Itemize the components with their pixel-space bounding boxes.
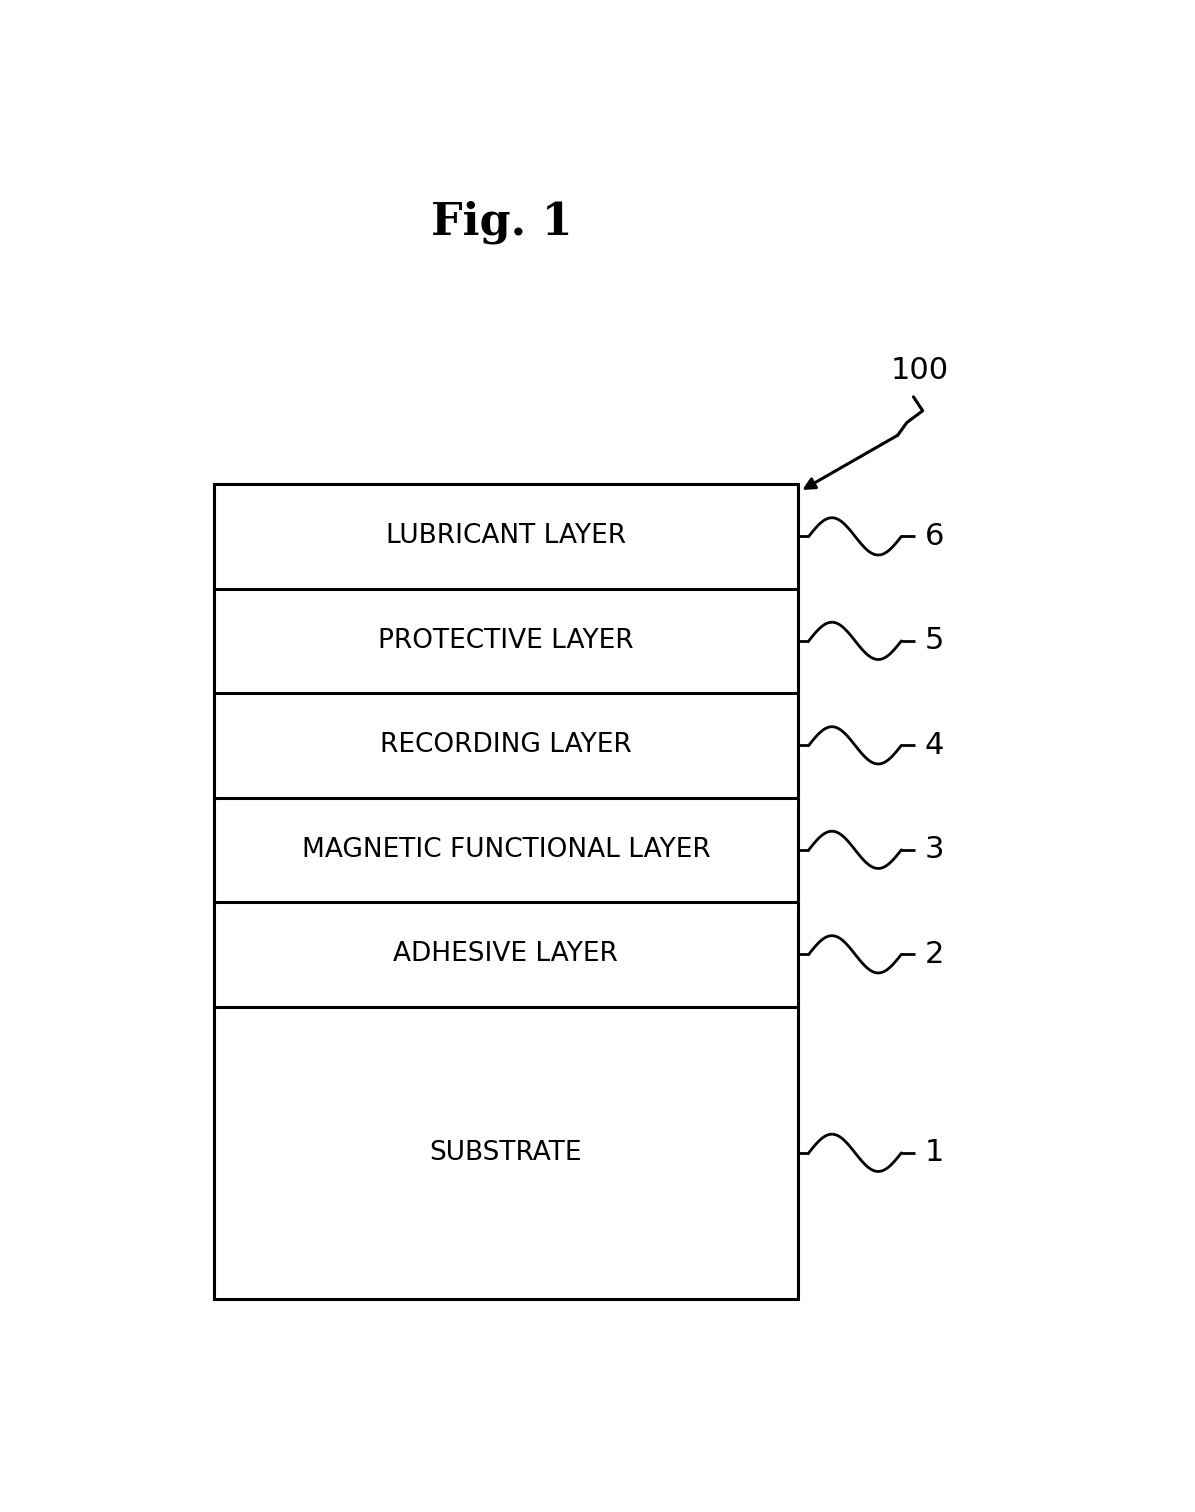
Bar [214, 484, 797, 1299]
Text: 2: 2 [925, 940, 944, 969]
Text: PROTECTIVE LAYER: PROTECTIVE LAYER [378, 627, 633, 653]
Text: MAGNETIC FUNCTIONAL LAYER: MAGNETIC FUNCTIONAL LAYER [301, 836, 710, 863]
Text: ADHESIVE LAYER: ADHESIVE LAYER [393, 942, 618, 968]
Text: 5: 5 [925, 626, 944, 655]
Text: 4: 4 [925, 730, 944, 761]
Text: LUBRICANT LAYER: LUBRICANT LAYER [386, 523, 626, 549]
Text: SUBSTRATE: SUBSTRATE [430, 1140, 582, 1166]
Text: 1: 1 [925, 1139, 944, 1167]
Text: Fig. 1: Fig. 1 [430, 201, 572, 243]
Text: 3: 3 [925, 835, 944, 865]
Text: RECORDING LAYER: RECORDING LAYER [380, 732, 632, 759]
Text: 100: 100 [890, 357, 949, 386]
Text: 6: 6 [925, 522, 944, 550]
